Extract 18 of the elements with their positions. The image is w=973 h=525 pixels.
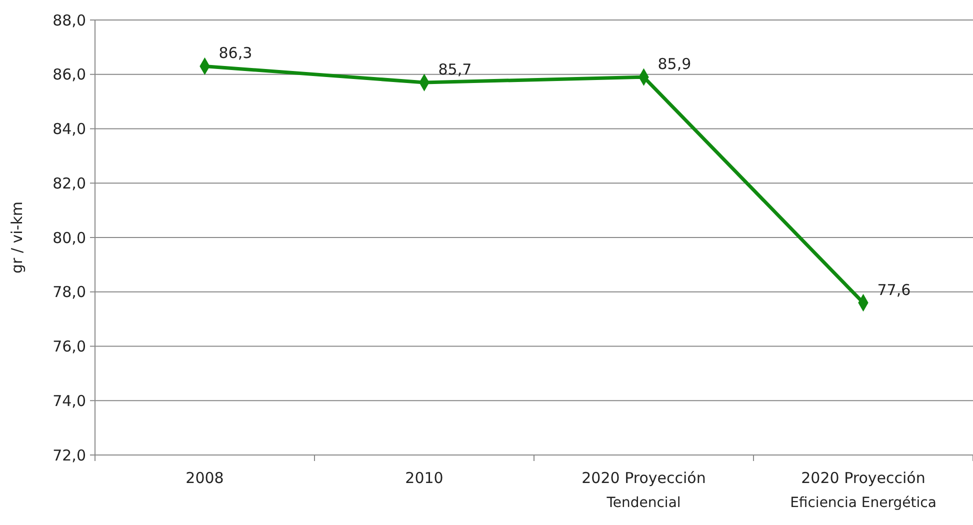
- data-label: 86,3: [218, 44, 252, 62]
- y-tick-label: 78,0: [52, 283, 86, 302]
- x-tick-label: 2020 Proyección Eficiencia Energética: [790, 469, 936, 511]
- y-tick-label: 80,0: [52, 228, 86, 247]
- x-tick-label: 2010: [405, 469, 444, 487]
- data-label: 85,7: [438, 60, 472, 79]
- data-label: 85,9: [658, 55, 692, 74]
- y-axis-title: gr / vi-km: [8, 201, 26, 274]
- x-tick-label: 2020 Proyección Tendencial: [582, 469, 706, 511]
- data-label: 77,6: [877, 280, 911, 299]
- y-tick-label: 82,0: [52, 174, 86, 192]
- x-tick-label: 2008: [186, 469, 224, 487]
- y-tick-label: 72,0: [52, 446, 86, 464]
- y-tick-label: 84,0: [52, 120, 86, 138]
- y-tick-label: 74,0: [52, 392, 86, 410]
- y-tick-label: 86,0: [52, 66, 86, 84]
- y-tick-label: 88,0: [52, 11, 86, 30]
- y-tick-label: 76,0: [52, 338, 86, 356]
